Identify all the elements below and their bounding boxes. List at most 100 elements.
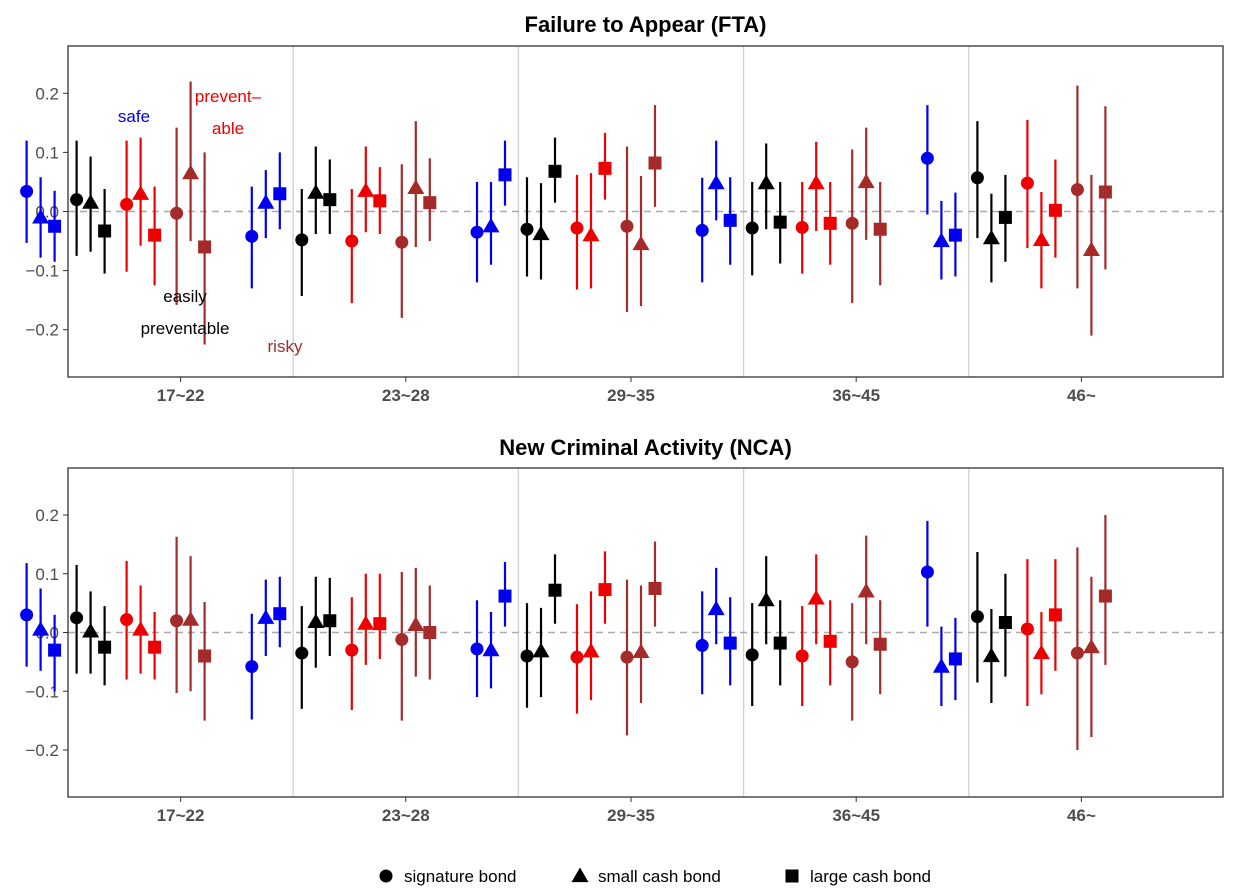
point-marker	[470, 225, 484, 239]
point-marker	[948, 652, 962, 666]
point-marker	[498, 589, 512, 603]
estimate-safe-square	[948, 192, 962, 277]
legend-label: signature bond	[404, 867, 516, 886]
estimate-easily_preventable-triangle	[307, 576, 325, 668]
point-marker	[1082, 241, 1100, 257]
point-marker	[970, 171, 984, 185]
point-marker	[70, 611, 84, 625]
estimate-preventable-triangle	[357, 146, 375, 233]
y-tick-label: 0.2	[35, 506, 59, 525]
estimate-easily_preventable-square	[773, 181, 787, 264]
legend-item-square: large cash bond	[785, 867, 931, 886]
point-marker	[345, 643, 359, 657]
point-marker	[982, 229, 1000, 245]
estimate-safe-square	[498, 562, 512, 627]
annotation-preventable-line1: prevent–	[195, 87, 262, 106]
estimate-risky-triangle	[632, 176, 650, 307]
annotation-easily-line1: easily	[163, 287, 207, 306]
estimate-easily_preventable-circle	[520, 177, 534, 277]
point-marker	[1048, 203, 1062, 217]
panel-1: Failure to Appear (FTA)0.20.10.0−0.1−0.2…	[20, 12, 1224, 405]
x-tick-label: 36~45	[832, 386, 880, 405]
point-marker	[773, 636, 787, 650]
estimate-risky-square	[198, 152, 212, 345]
x-tick-label: 46~	[1067, 806, 1096, 825]
point-marker	[182, 164, 200, 180]
point-marker	[245, 660, 259, 674]
estimate-risky-circle	[845, 149, 859, 304]
estimate-easily_preventable-circle	[70, 564, 84, 674]
point-marker	[932, 658, 950, 673]
point-marker	[407, 616, 425, 631]
estimate-preventable-square	[598, 551, 612, 624]
legend-label: small cash bond	[598, 867, 721, 886]
estimate-risky-square	[198, 601, 212, 721]
point-marker	[120, 613, 134, 627]
point-marker	[548, 164, 562, 178]
estimate-safe-triangle	[32, 588, 50, 671]
legend-item-triangle: small cash bond	[571, 867, 721, 886]
y-tick-label: −0.1	[25, 262, 59, 281]
estimate-easily_preventable-triangle	[532, 607, 550, 698]
estimate-safe-square	[948, 617, 962, 701]
point-marker	[170, 206, 184, 220]
point-marker	[707, 600, 725, 616]
annotation-safe: safe	[118, 107, 150, 126]
estimate-safe-circle	[245, 613, 259, 720]
estimate-preventable-square	[1048, 559, 1062, 671]
point-marker	[132, 621, 150, 636]
point-marker	[845, 655, 859, 669]
point-marker	[745, 221, 759, 235]
estimate-preventable-triangle	[582, 173, 600, 289]
estimate-risky-triangle	[1082, 174, 1100, 336]
estimate-preventable-circle	[570, 174, 584, 290]
estimate-risky-triangle	[182, 81, 200, 242]
chart-panels: Failure to Appear (FTA)0.20.10.0−0.1−0.2…	[20, 12, 1224, 825]
estimate-risky-square	[423, 158, 437, 242]
point-marker	[20, 184, 34, 198]
point-marker	[773, 215, 787, 229]
point-marker	[32, 621, 50, 636]
y-tick-label: 0.2	[35, 84, 59, 103]
point-marker	[323, 193, 337, 207]
estimate-safe-circle	[920, 520, 934, 627]
estimate-preventable-triangle	[1032, 611, 1050, 695]
point-marker	[82, 622, 100, 638]
estimate-risky-circle	[620, 146, 634, 312]
estimate-preventable-square	[598, 132, 612, 200]
point-marker	[170, 614, 184, 628]
estimate-preventable-triangle	[1032, 191, 1050, 289]
estimate-risky-square	[648, 541, 662, 627]
estimate-preventable-triangle	[357, 573, 375, 665]
point-marker	[423, 626, 437, 639]
point-marker	[407, 179, 425, 194]
estimate-preventable-square	[373, 573, 387, 659]
point-marker	[1070, 646, 1084, 660]
estimate-preventable-square	[148, 186, 162, 286]
point-marker	[1048, 608, 1062, 622]
estimate-risky-square	[1098, 106, 1112, 270]
x-tick-label: 23~28	[382, 386, 430, 405]
legend-marker	[785, 869, 799, 883]
legend-marker	[571, 867, 589, 883]
estimate-risky-triangle	[857, 127, 875, 240]
estimate-risky-circle	[620, 579, 634, 736]
y-tick-label: −0.2	[25, 741, 59, 760]
point-marker	[345, 234, 359, 248]
estimate-safe-square	[498, 140, 512, 206]
point-marker	[695, 638, 709, 652]
point-marker	[845, 216, 859, 230]
estimate-safe-triangle	[482, 611, 500, 689]
point-marker	[795, 220, 809, 234]
estimate-risky-triangle	[1082, 576, 1100, 738]
point-marker	[1098, 589, 1112, 603]
point-marker	[98, 224, 112, 238]
estimate-risky-square	[1098, 515, 1112, 665]
point-marker	[632, 643, 650, 659]
point-marker	[295, 233, 309, 247]
estimate-preventable-triangle	[807, 554, 825, 645]
point-marker	[423, 196, 437, 210]
estimate-risky-square	[648, 105, 662, 207]
point-marker	[520, 222, 534, 236]
estimate-risky-triangle	[407, 121, 425, 247]
